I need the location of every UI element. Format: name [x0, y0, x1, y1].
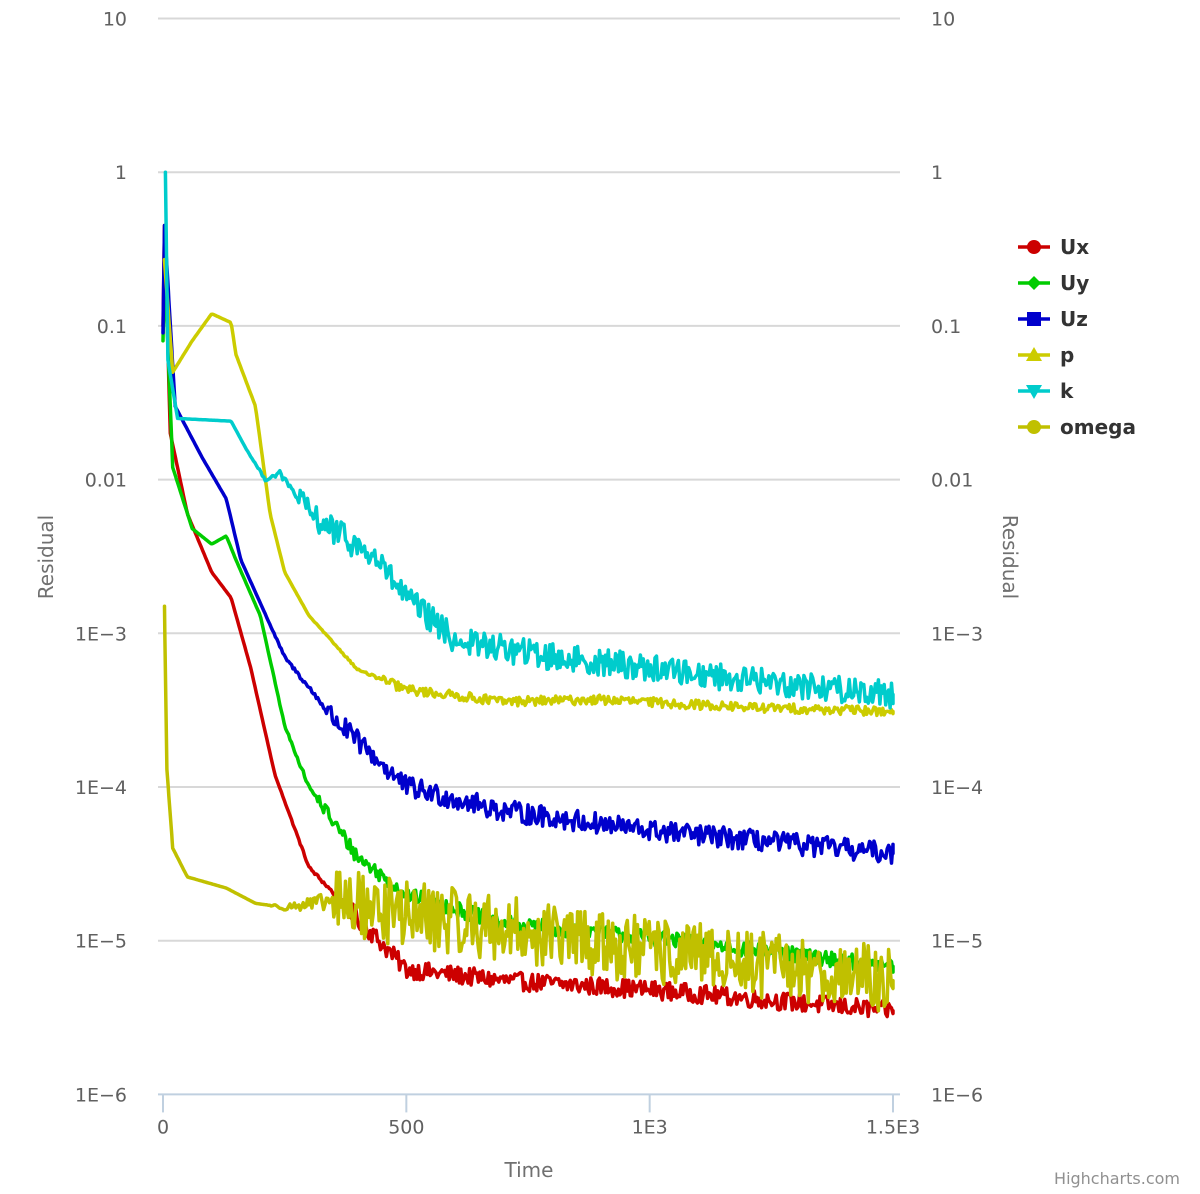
series-line-k [163, 170, 895, 710]
circle-marker-icon [1027, 420, 1041, 434]
legend-label: Uz [1060, 307, 1088, 331]
triangle-down-marker-icon [1026, 385, 1042, 399]
y-axis-left: 10 1 0.1 0.01 1E−3 1E−4 1E−5 1E−6 [75, 9, 127, 1107]
y-tick-label-right: 0.1 [931, 316, 961, 338]
y-tick-label-left: 0.01 [85, 470, 127, 492]
square-marker-icon [1027, 312, 1041, 326]
legend: Ux Uy Uz pk omega [1018, 235, 1136, 439]
x-tick-label: 0 [157, 1116, 169, 1138]
legend-item-Uy[interactable]: Uy [1018, 271, 1089, 295]
legend-item-omega[interactable]: omega [1018, 415, 1136, 439]
credits-link[interactable]: Highcharts.com [1054, 1169, 1180, 1188]
x-tick-label: 1.5E3 [866, 1116, 920, 1138]
series-line-Uy [161, 257, 895, 974]
y-tick-label-right: 1E−4 [931, 777, 983, 799]
legend-label: k [1060, 379, 1074, 403]
series-line-omega [162, 604, 895, 1013]
legend-item-p[interactable]: p [1018, 343, 1074, 367]
legend-label: omega [1060, 415, 1136, 439]
y-tick-label-right: 1 [931, 162, 943, 184]
y-axis-title-right: Residual [998, 515, 1022, 599]
y-tick-label-left: 1E−4 [75, 777, 127, 799]
y-tick-label-right: 1E−5 [931, 931, 983, 953]
y-tick-label-right: 10 [931, 9, 955, 31]
y-tick-label-left: 10 [103, 9, 127, 31]
legend-item-Ux[interactable]: Ux [1018, 235, 1089, 259]
series-line-p [162, 257, 895, 718]
legend-label: Uy [1060, 271, 1089, 295]
series-line-Ux [161, 223, 895, 1019]
diamond-marker-icon [1027, 276, 1041, 290]
y-tick-label-left: 1E−3 [75, 623, 127, 645]
circle-marker-icon [1027, 240, 1041, 254]
y-tick-label-left: 1E−5 [75, 931, 127, 953]
x-tick-label: 1E3 [632, 1116, 668, 1138]
legend-item-k[interactable]: k [1018, 379, 1074, 403]
y-tick-label-right: 1E−3 [931, 623, 983, 645]
x-tick-label: 500 [388, 1116, 424, 1138]
y-tick-label-left: 1 [115, 162, 127, 184]
y-axis-title-left: Residual [34, 515, 58, 599]
series-group [161, 170, 895, 1019]
x-axis: 0 500 1E3 1.5E3 [157, 1093, 920, 1138]
y-tick-label-left: 1E−6 [75, 1084, 127, 1106]
legend-label: Ux [1060, 235, 1089, 259]
y-tick-label-right: 0.01 [931, 470, 973, 492]
legend-item-Uz[interactable]: Uz [1018, 307, 1088, 331]
y-axis-right: 10 1 0.1 0.01 1E−3 1E−4 1E−5 1E−6 [931, 9, 983, 1107]
y-tick-label-left: 0.1 [97, 316, 127, 338]
series-line-Uz [161, 223, 895, 865]
x-axis-title: Time [504, 1158, 554, 1182]
y-tick-label-right: 1E−6 [931, 1084, 983, 1106]
legend-label: p [1060, 343, 1074, 367]
triangle-marker-icon [1026, 347, 1042, 361]
